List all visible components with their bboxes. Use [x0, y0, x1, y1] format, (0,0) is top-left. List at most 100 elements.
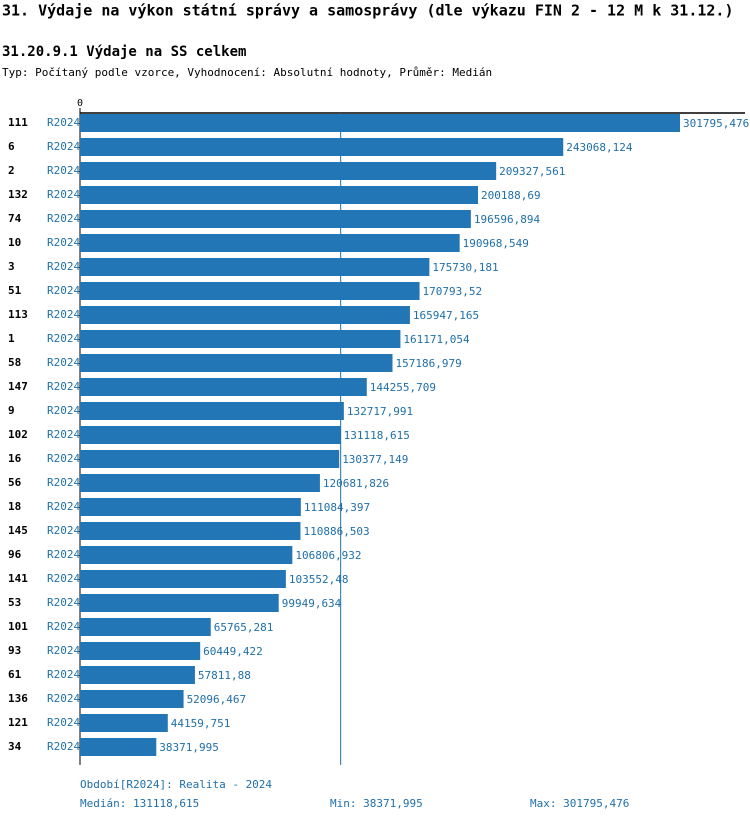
bar [80, 138, 564, 156]
bar [80, 594, 279, 612]
value-label: 144255,709 [370, 381, 436, 394]
bar [80, 234, 460, 252]
period-label: R2024 [47, 140, 80, 153]
category-label: 121 [8, 716, 28, 729]
category-label: 93 [8, 644, 21, 657]
value-label: 165947,165 [413, 309, 479, 322]
bar [80, 258, 430, 276]
bar [80, 378, 367, 396]
bar [80, 162, 497, 180]
value-label: 132717,991 [347, 405, 413, 418]
max-label: Max: 301795,476 [530, 797, 629, 810]
period-label: R2024 [47, 716, 80, 729]
period-label: R2024 [47, 740, 80, 753]
bar [80, 306, 410, 324]
bar [80, 354, 393, 372]
bar [80, 666, 195, 684]
category-label: 147 [8, 380, 28, 393]
category-label: 141 [8, 572, 28, 585]
value-label: 110886,503 [303, 525, 369, 538]
bar [80, 474, 320, 492]
value-label: 243068,124 [566, 141, 633, 154]
bar [80, 186, 478, 204]
value-label: 52096,467 [187, 693, 247, 706]
value-label: 209327,561 [499, 165, 565, 178]
period-label: R2024 [47, 476, 80, 489]
bar [80, 498, 301, 516]
value-label: 111084,397 [304, 501, 370, 514]
value-label: 131118,615 [344, 429, 410, 442]
category-label: 101 [8, 620, 28, 633]
period-label: R2024 [47, 308, 80, 321]
period-label: R2024 [47, 500, 80, 513]
bar [80, 690, 184, 708]
category-label: 56 [8, 476, 22, 489]
value-label: 65765,281 [214, 621, 274, 634]
bar [80, 402, 344, 420]
period-label: R2024 [47, 668, 80, 681]
period-label: R2024 [47, 356, 80, 369]
value-label: 301795,476 [683, 117, 749, 130]
period-label: R2024 [47, 236, 80, 249]
period-label: R2024 [47, 188, 80, 201]
value-label: 103552,48 [289, 573, 349, 586]
category-label: 6 [8, 140, 15, 153]
value-label: 161171,054 [403, 333, 470, 346]
category-label: 113 [8, 308, 28, 321]
value-label: 57811,88 [198, 669, 251, 682]
bar [80, 114, 680, 132]
category-label: 51 [8, 284, 22, 297]
category-label: 18 [8, 500, 21, 513]
bar [80, 522, 301, 540]
period-label: R2024 [47, 212, 80, 225]
period-label: R2024 [47, 260, 80, 273]
bar [80, 738, 157, 756]
category-label: 74 [8, 212, 22, 225]
category-label: 9 [8, 404, 15, 417]
category-label: 53 [8, 596, 21, 609]
period-label: R2024 [47, 380, 80, 393]
period-label: R2024 [47, 644, 80, 657]
bar [80, 546, 293, 564]
category-label: 102 [8, 428, 28, 441]
period-label: R2024 [47, 164, 80, 177]
bar [80, 210, 471, 228]
category-label: 61 [8, 668, 22, 681]
bar [80, 282, 420, 300]
period-label: R2024 [47, 620, 80, 633]
category-label: 136 [8, 692, 28, 705]
bar [80, 714, 168, 732]
value-label: 196596,894 [474, 213, 541, 226]
category-label: 111 [8, 116, 28, 129]
value-label: 38371,995 [159, 741, 219, 754]
x-tick-label: 0 [77, 98, 83, 109]
value-label: 200188,69 [481, 189, 541, 202]
category-label: 2 [8, 164, 15, 177]
category-label: 34 [8, 740, 22, 753]
value-label: 157186,979 [396, 357, 462, 370]
period-label: R2024 [47, 404, 80, 417]
period-label: R2024 [47, 596, 80, 609]
period-label: R2024 [47, 116, 80, 129]
category-label: 145 [8, 524, 28, 537]
bar [80, 618, 211, 636]
period-label: R2024 [47, 692, 80, 705]
period-label: R2024 [47, 332, 80, 345]
category-label: 58 [8, 356, 21, 369]
category-label: 16 [8, 452, 22, 465]
value-label: 175730,181 [432, 261, 498, 274]
description: Typ: Počítaný podle vzorce, Vyhodnocení:… [2, 66, 492, 79]
period-note: Období[R2024]: Realita - 2024 [80, 778, 272, 791]
category-label: 96 [8, 548, 22, 561]
min-label: Min: 38371,995 [330, 797, 423, 810]
median-label: Medián: 131118,615 [80, 797, 199, 810]
value-label: 60449,422 [203, 645, 263, 658]
period-label: R2024 [47, 548, 80, 561]
category-label: 3 [8, 260, 15, 273]
bar [80, 426, 341, 444]
value-label: 44159,751 [171, 717, 231, 730]
period-label: R2024 [47, 428, 80, 441]
period-label: R2024 [47, 452, 80, 465]
period-label: R2024 [47, 524, 80, 537]
